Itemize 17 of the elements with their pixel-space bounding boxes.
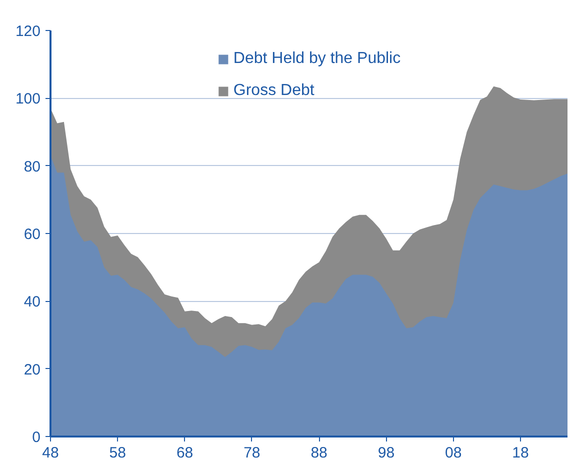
legend-label: Debt Held by the Public	[233, 50, 401, 68]
legend-label: Gross Debt	[233, 82, 314, 100]
y-tick-label: 80	[24, 158, 41, 176]
y-tick-label: 100	[15, 90, 41, 108]
x-tick-label: 68	[176, 444, 194, 462]
y-tick-label: 40	[24, 294, 41, 311]
y-tick-label: 0	[32, 429, 40, 446]
x-tick-label: 58	[109, 444, 126, 462]
x-tick-label: 88	[310, 444, 328, 462]
y-tick-label: 120	[15, 23, 41, 40]
x-tick-label: 48	[42, 444, 59, 462]
x-tick-label: 08	[445, 444, 462, 462]
y-tick-label: 60	[24, 226, 41, 243]
y-tick-label: 20	[24, 361, 41, 378]
x-tick-label: 98	[378, 444, 395, 462]
x-tick-label: 18	[512, 444, 529, 462]
x-tick-label: 78	[244, 444, 260, 462]
